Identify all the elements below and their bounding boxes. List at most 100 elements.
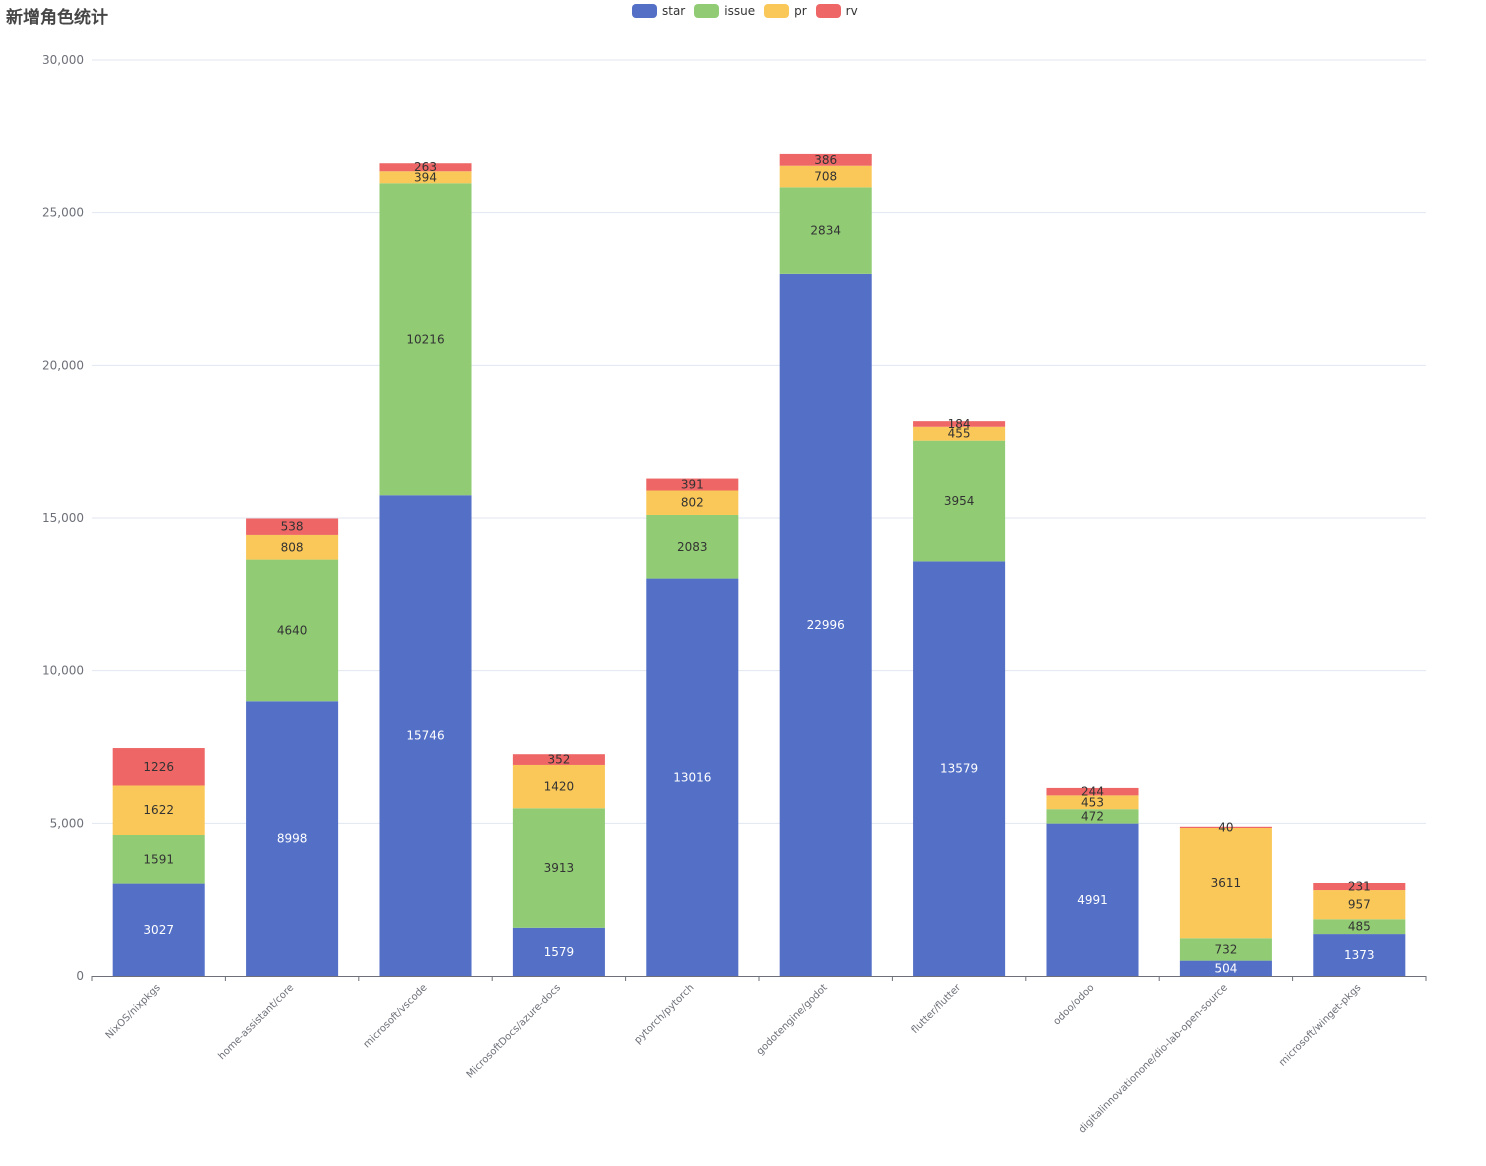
bar-rv — [913, 421, 1006, 427]
y-tick-label: 10,000 — [42, 664, 84, 678]
legend-swatch-star — [632, 4, 657, 18]
data-label-pr: 453 — [1081, 795, 1104, 809]
data-label-rv: 352 — [547, 753, 570, 767]
bar-star — [779, 273, 872, 976]
data-label-issue: 4640 — [277, 623, 308, 637]
data-label-pr: 3611 — [1211, 876, 1242, 890]
data-label-issue: 3913 — [544, 861, 575, 875]
bar-pr — [779, 165, 872, 188]
bar-pr — [1046, 795, 1139, 810]
data-label-issue: 485 — [1348, 920, 1371, 934]
x-category-label: odoo/odoo — [1052, 982, 1097, 1027]
bar-rv — [779, 153, 872, 166]
bar-star — [646, 578, 739, 976]
bar-star — [112, 883, 205, 976]
bar-pr — [1313, 890, 1406, 920]
bar-star — [379, 495, 472, 976]
legend: star issue pr rv — [632, 4, 867, 18]
legend-item-star[interactable]: star — [632, 4, 685, 18]
data-label-pr: 394 — [414, 170, 437, 184]
bar-pr — [512, 764, 605, 809]
legend-label-issue: issue — [724, 4, 756, 18]
legend-label-star: star — [662, 4, 686, 18]
legend-swatch-rv — [815, 4, 841, 18]
x-category-label: microsoft/vscode — [362, 982, 430, 1050]
bar-issue — [646, 514, 739, 579]
bar-issue — [913, 440, 1006, 562]
legend-swatch-pr — [764, 4, 790, 18]
data-label-issue: 2083 — [677, 540, 708, 554]
data-label-rv: 244 — [1081, 785, 1104, 799]
x-category-label: MicrosoftDocs/azure-docs — [465, 982, 563, 1080]
data-label-star: 22996 — [807, 618, 845, 632]
data-label-star: 504 — [1214, 961, 1237, 975]
y-tick-label: 0 — [76, 969, 84, 983]
data-label-star: 13016 — [673, 770, 711, 784]
chart-title: 新增角色统计 — [6, 8, 108, 28]
bar-rv — [1313, 882, 1406, 891]
bar-star — [1046, 823, 1139, 976]
data-label-rv: 538 — [281, 520, 304, 534]
x-category-label: godotengine/godot — [755, 982, 830, 1057]
data-label-pr: 1622 — [143, 803, 174, 817]
data-label-rv: 231 — [1348, 880, 1371, 894]
bar-star — [512, 927, 605, 976]
bar-pr — [379, 171, 472, 184]
bar-rv — [1179, 826, 1272, 829]
y-tick-label: 30,000 — [42, 53, 84, 67]
y-tick-label: 25,000 — [42, 206, 84, 220]
data-label-rv: 1226 — [143, 760, 174, 774]
data-label-pr: 1420 — [544, 780, 575, 794]
data-label-issue: 732 — [1214, 942, 1237, 956]
x-category-label: flutter/flutter — [910, 982, 964, 1036]
x-category-label: digitalinnovationone/dio-lab-open-source — [1077, 982, 1230, 1135]
data-label-rv: 263 — [414, 160, 437, 174]
bar-issue — [512, 808, 605, 928]
data-label-star: 4991 — [1077, 893, 1108, 907]
bar-rv — [379, 163, 472, 172]
bar-pr — [246, 534, 339, 560]
bar-issue — [1313, 919, 1406, 935]
bar-rv — [1046, 787, 1139, 796]
y-tick-label: 20,000 — [42, 358, 84, 372]
data-label-issue: 1591 — [143, 852, 174, 866]
data-label-rv: 391 — [681, 478, 704, 492]
bar-rv — [246, 518, 339, 535]
x-category-label: NixOS/nixpkgs — [104, 982, 163, 1041]
bar-star — [246, 701, 339, 976]
data-label-issue: 472 — [1081, 809, 1104, 823]
bar-issue — [246, 559, 339, 702]
bar-star — [1179, 960, 1272, 976]
bar-rv — [112, 748, 205, 786]
data-label-rv: 40 — [1218, 820, 1233, 834]
legend-item-issue[interactable]: issue — [694, 4, 755, 18]
x-category-label: pytorch/pytorch — [632, 982, 696, 1046]
data-label-rv: 386 — [814, 153, 837, 167]
data-label-star: 13579 — [940, 762, 978, 776]
data-label-rv: 184 — [948, 417, 971, 431]
x-category-label: home-assistant/core — [216, 982, 296, 1062]
bar-rv — [512, 754, 605, 765]
bar-star — [913, 561, 1006, 976]
data-label-star: 1373 — [1344, 948, 1375, 962]
legend-item-rv[interactable]: rv — [815, 4, 858, 18]
bar-pr — [112, 785, 205, 835]
bar-pr — [913, 426, 1006, 441]
bar-star — [1313, 934, 1406, 976]
data-label-star: 1579 — [544, 945, 575, 959]
legend-label-rv: rv — [845, 4, 858, 18]
data-label-issue: 3954 — [944, 494, 975, 508]
bar-issue — [1046, 809, 1139, 824]
data-label-star: 8998 — [277, 832, 308, 846]
legend-swatch-issue — [694, 4, 720, 18]
data-label-pr: 957 — [1348, 898, 1371, 912]
y-tick-label: 5,000 — [50, 816, 84, 830]
data-label-pr: 802 — [681, 496, 704, 510]
legend-item-pr[interactable]: pr — [764, 4, 807, 18]
data-label-pr: 455 — [948, 427, 971, 441]
bar-issue — [1179, 938, 1272, 961]
bar-issue — [379, 183, 472, 496]
bar-pr — [646, 490, 739, 515]
bar-issue — [779, 187, 872, 274]
